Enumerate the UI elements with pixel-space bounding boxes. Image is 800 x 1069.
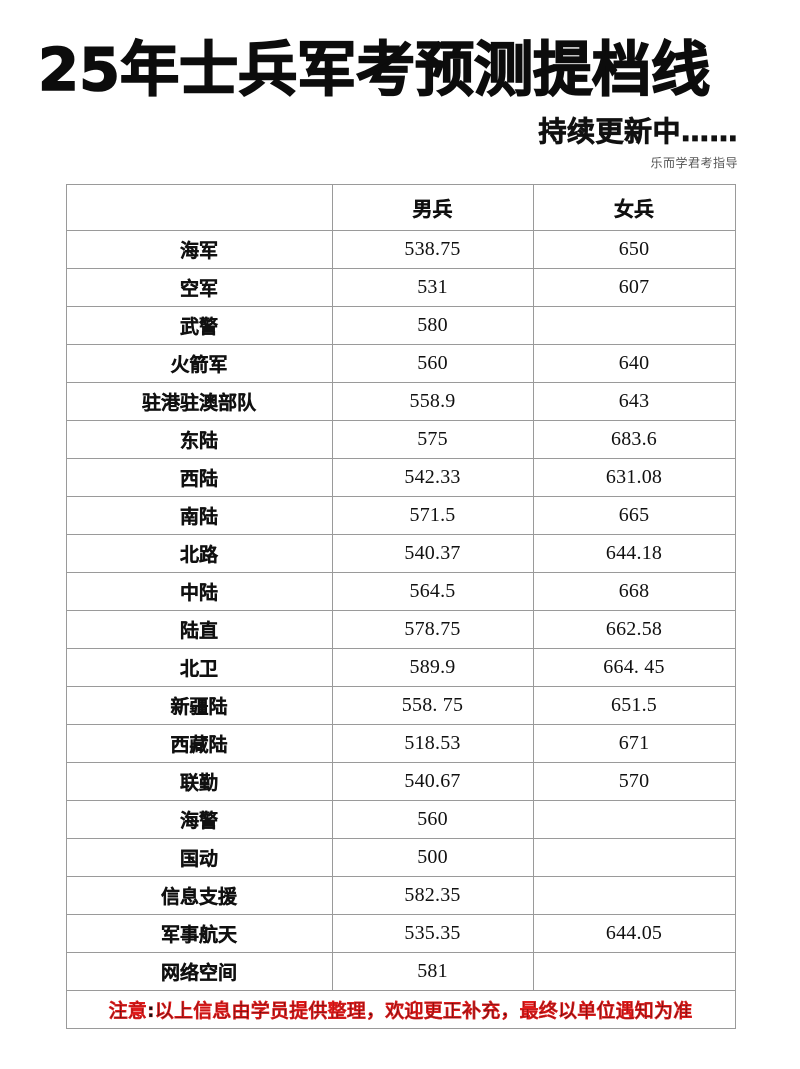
cell-female-score [532,305,736,345]
column-header-female: 女兵 [532,183,736,231]
cell-branch-name: 北路 [65,533,333,573]
cell-male-score: 535.35 [331,913,534,953]
cell-female-score [532,799,736,839]
cell-male-score: 540.37 [331,533,534,573]
table-row: 信息支援 582.35 [65,875,736,915]
table-row: 海警 560 [65,799,736,839]
table-row: 西陆 542.33 631.08 [65,457,736,497]
cell-male-score: 560 [331,799,534,839]
cell-male-score: 581 [331,951,534,991]
cell-male-score: 571.5 [331,495,534,535]
cell-male-score: 540.67 [331,761,534,801]
table-row: 驻港驻澳部队 558.9 643 [65,381,736,421]
cell-male-score: 518.53 [331,723,534,763]
cell-male-score: 538.75 [331,229,534,269]
cell-branch-name: 南陆 [65,495,333,535]
table-foot: 注意:以上信息由学员提供整理，欢迎更正补充，最终以单位遇知为准 [65,989,736,1029]
cell-male-score: 582.35 [331,875,534,915]
cell-male-score: 578.75 [331,609,534,649]
cell-male-score: 542.33 [331,457,534,497]
cell-female-score: 664. 45 [532,647,736,687]
cell-female-score: 665 [532,495,736,535]
table-row: 武警 580 [65,305,736,345]
column-header-male: 男兵 [331,183,534,231]
score-table: 男兵 女兵 海军 538.75 650 空军 531 607 武警 580 火箭军 560 640 驻… [65,183,736,1029]
cell-male-score: 575 [331,419,534,459]
cell-branch-name: 信息支援 [65,875,333,915]
table-row: 北路 540.37 644.18 [65,533,736,573]
table-head: 男兵 女兵 [65,183,736,231]
table-row: 新疆陆 558. 75 651.5 [65,685,736,725]
cell-female-score: 671 [532,723,736,763]
cell-male-score: 589.9 [331,647,534,687]
table-row: 联勤 540.67 570 [65,761,736,801]
attribution-label: 乐而学君考指导 [650,155,738,170]
cell-female-score [532,951,736,991]
poster-header: 25年士兵军考预测提档线 持续更新中…… 乐而学君考指导 [0,0,800,172]
cell-branch-name: 武警 [65,305,333,345]
cell-female-score: 570 [532,761,736,801]
cell-branch-name: 新疆陆 [65,685,333,725]
table-row: 空军 531 607 [65,267,736,307]
cell-female-score: 668 [532,571,736,611]
table-row: 陆直 578.75 662.58 [65,609,736,649]
cell-branch-name: 国动 [65,837,333,877]
cell-branch-name: 军事航天 [65,913,333,953]
cell-branch-name: 东陆 [65,419,333,459]
table-row: 西藏陆 518.53 671 [65,723,736,763]
cell-branch-name: 火箭军 [65,343,333,383]
attribution-container: 乐而学君考指导 [38,154,766,172]
cell-male-score: 564.5 [331,571,534,611]
cell-male-score: 500 [331,837,534,877]
score-table-container: 男兵 女兵 海军 538.75 650 空军 531 607 武警 580 火箭军 560 640 驻… [65,183,736,1029]
cell-male-score: 531 [331,267,534,307]
cell-female-score [532,875,736,915]
table-row: 南陆 571.5 665 [65,495,736,535]
cell-female-score: 662.58 [532,609,736,649]
cell-female-score: 644.05 [532,913,736,953]
cell-branch-name: 网络空间 [65,951,333,991]
table-row: 海军 538.75 650 [65,229,736,269]
table-row: 网络空间 581 [65,951,736,991]
table-row: 中陆 564.5 668 [65,571,736,611]
cell-branch-name: 驻港驻澳部队 [65,381,333,421]
subtitle-container: 持续更新中…… [38,110,766,150]
cell-female-score: 651.5 [532,685,736,725]
cell-female-score: 650 [532,229,736,269]
page-title: 25年士兵军考预测提档线 [37,35,711,104]
cell-branch-name: 北卫 [65,647,333,687]
table-row: 北卫 589.9 664. 45 [65,647,736,687]
cell-female-score: 683.6 [532,419,736,459]
cell-female-score: 643 [532,381,736,421]
cell-male-score: 558.9 [331,381,534,421]
page-subtitle: 持续更新中…… [538,114,738,148]
table-header-row: 男兵 女兵 [65,183,736,231]
cell-female-score: 644.18 [532,533,736,573]
cell-branch-name: 海警 [65,799,333,839]
cell-male-score: 560 [331,343,534,383]
cell-branch-name: 中陆 [65,571,333,611]
cell-branch-name: 陆直 [65,609,333,649]
cell-male-score: 558. 75 [331,685,534,725]
cell-female-score: 640 [532,343,736,383]
table-row: 军事航天 535.35 644.05 [65,913,736,953]
cell-branch-name: 空军 [65,267,333,307]
cell-branch-name: 西陆 [65,457,333,497]
footer-note: 注意:以上信息由学员提供整理，欢迎更正补充，最终以单位遇知为准 [65,989,736,1029]
column-header-branch [65,183,333,231]
cell-female-score: 607 [532,267,736,307]
table-body: 海军 538.75 650 空军 531 607 武警 580 火箭军 560 640 驻港驻澳部队 5… [65,229,736,991]
cell-male-score: 580 [331,305,534,345]
table-row: 火箭军 560 640 [65,343,736,383]
table-row: 国动 500 [65,837,736,877]
cell-female-score: 631.08 [532,457,736,497]
table-footer-row: 注意:以上信息由学员提供整理，欢迎更正补充，最终以单位遇知为准 [65,989,736,1029]
cell-branch-name: 联勤 [65,761,333,801]
table-row: 东陆 575 683.6 [65,419,736,459]
cell-branch-name: 海军 [65,229,333,269]
cell-branch-name: 西藏陆 [65,723,333,763]
cell-female-score [532,837,736,877]
